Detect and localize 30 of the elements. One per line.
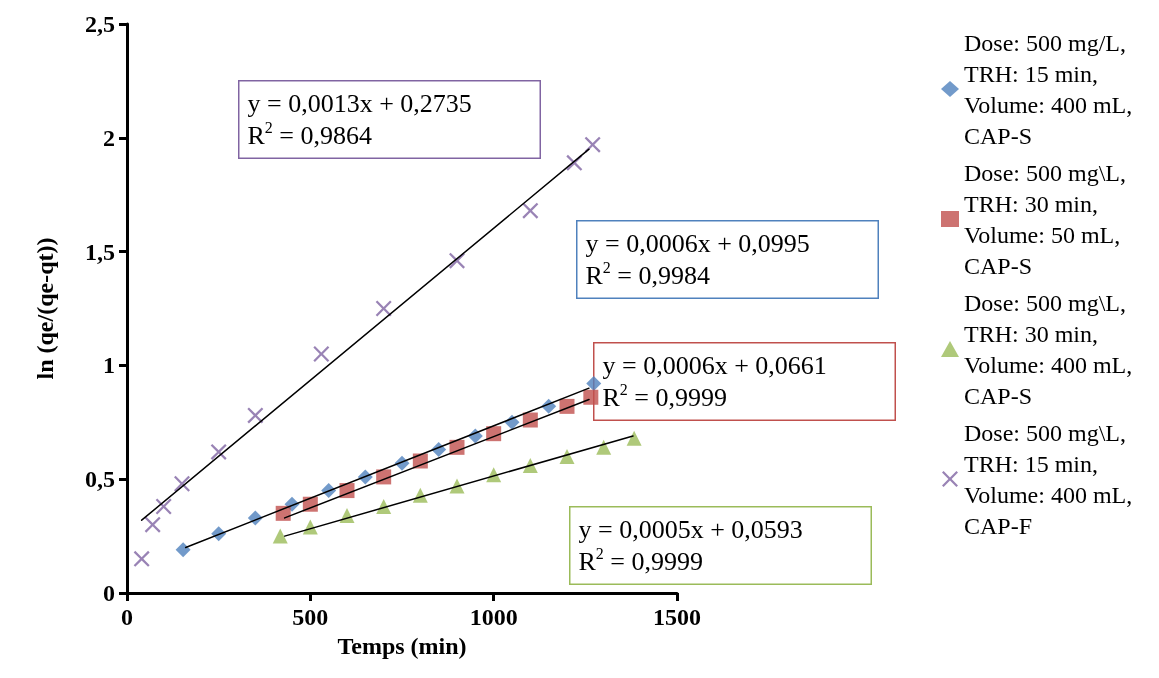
y-tick-label: 1 bbox=[103, 352, 115, 379]
y-axis-title: ln (qe/(qe-qt)) bbox=[32, 237, 58, 380]
legend-label: Dose: 500 mg\L, TRH: 15 min, Volume: 400 mL, CAP-F bbox=[964, 419, 1139, 539]
x-axis-title: Temps (min) bbox=[337, 632, 467, 659]
point bbox=[522, 202, 539, 219]
point bbox=[210, 443, 227, 460]
point bbox=[144, 516, 161, 533]
point bbox=[133, 550, 150, 567]
x-tick-label: 1500 bbox=[653, 604, 701, 630]
legend-label: Dose: 500 mg/L, TRH: 15 min, Volume: 400 mL, CAP-S bbox=[964, 29, 1139, 149]
point bbox=[586, 376, 602, 392]
y-tick-label: 0 bbox=[103, 580, 115, 606]
x-tick-label: 500 bbox=[292, 604, 329, 630]
point bbox=[155, 498, 172, 515]
point bbox=[596, 439, 612, 455]
legend-label: Dose: 500 mg\L, TRH: 30 min, Volume: 50 mL, CAP-S bbox=[964, 159, 1132, 279]
y-tick-label: 2 bbox=[103, 124, 115, 151]
point bbox=[559, 448, 575, 464]
y-tick-label: 0,5 bbox=[85, 466, 115, 493]
legend-label: Dose: 500 mg\L, TRH: 30 min, Volume: 400 mL, CAP-S bbox=[964, 289, 1139, 409]
y-tick-label: 1,5 bbox=[85, 238, 115, 265]
x-tick-label: 1000 bbox=[469, 604, 518, 630]
point bbox=[583, 389, 599, 405]
y-tick-label: 2,5 bbox=[85, 11, 115, 37]
point bbox=[272, 528, 288, 544]
point bbox=[247, 407, 264, 424]
point bbox=[175, 542, 191, 558]
x-tick-label: 0 bbox=[121, 604, 133, 630]
point bbox=[626, 430, 642, 446]
point bbox=[313, 346, 330, 363]
